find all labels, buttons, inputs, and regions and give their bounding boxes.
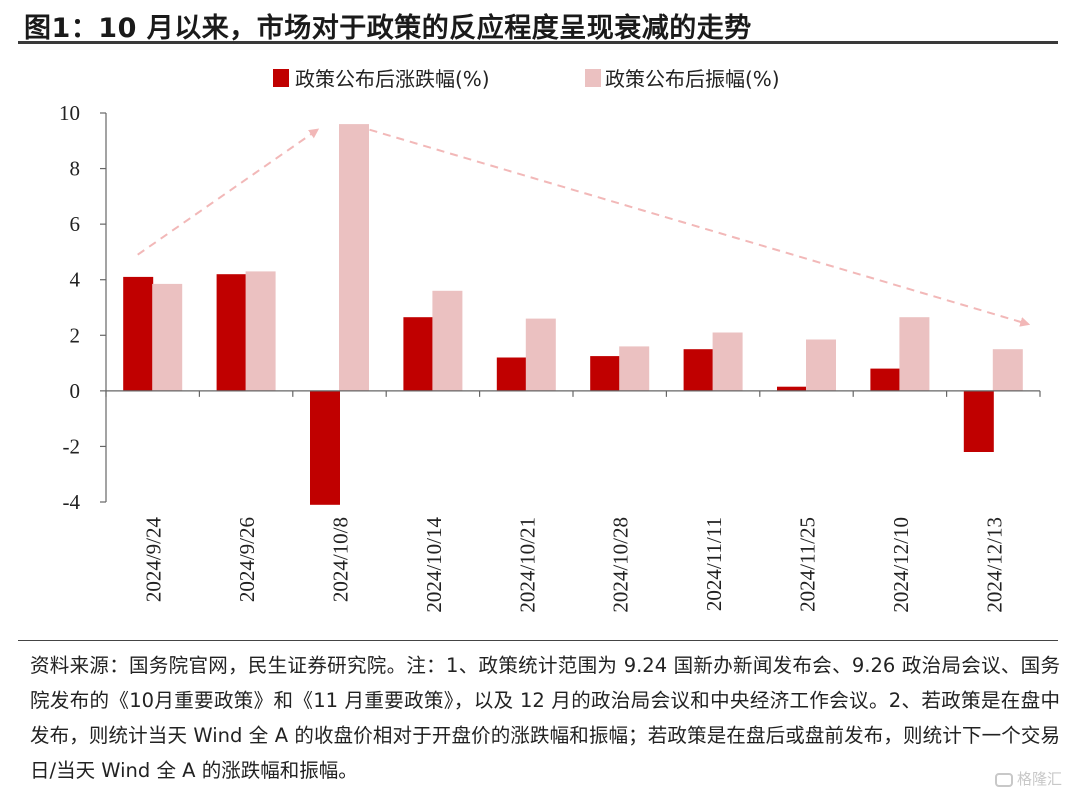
legend-swatch-amplitude — [585, 69, 601, 87]
x-tick-label: 2024/10/8 — [329, 517, 353, 602]
bar-change-8 — [777, 386, 807, 391]
bar-amplitude-8 — [806, 339, 836, 391]
y-tick-label: 6 — [70, 212, 81, 236]
x-tick-label: 2024/12/10 — [889, 517, 913, 613]
y-tick-label: -4 — [63, 490, 81, 514]
x-tick-label: 2024/10/14 — [422, 517, 446, 613]
bar-amplitude-3 — [339, 124, 369, 391]
watermark: 格隆汇 — [994, 768, 1062, 789]
trend-arrow-1 — [137, 128, 320, 256]
bar-amplitude-6 — [619, 346, 650, 391]
y-tick-label: -2 — [63, 434, 81, 458]
bar-amplitude-9 — [899, 317, 930, 391]
legend-swatch-change — [273, 69, 289, 87]
bar-change-3 — [310, 390, 340, 505]
legend-label-amplitude: 政策公布后振幅(%) — [605, 67, 780, 91]
bar-amplitude-5 — [525, 318, 556, 391]
bar-change-10 — [963, 390, 994, 452]
bar-amplitude-7 — [712, 332, 743, 391]
bar-amplitude-1 — [152, 283, 183, 391]
y-tick-label: 4 — [70, 268, 81, 292]
legend-label-change: 政策公布后涨跌幅(%) — [295, 67, 490, 91]
y-tick-label: 0 — [70, 379, 81, 403]
source-note: 资料来源：国务院官网，民生证券研究院。注：1、政策统计范围为 9.24 国新办新… — [30, 654, 1060, 782]
trend-arrow-2 — [369, 128, 1031, 327]
y-tick-label: 2 — [70, 323, 81, 347]
x-tick-label: 2024/12/13 — [982, 517, 1006, 613]
x-tick-label: 2024/10/28 — [609, 517, 633, 613]
bar-change-2 — [216, 274, 247, 391]
bar-change-9 — [870, 368, 901, 391]
figure-title: 图1：10 月以来，市场对于政策的反应程度呈现衰减的走势 — [24, 13, 752, 44]
bar-amplitude-10 — [992, 349, 1023, 391]
x-tick-label: 2024/10/21 — [515, 517, 539, 613]
watermark-text: 格隆汇 — [1016, 770, 1062, 788]
x-tick-label: 2024/11/25 — [796, 517, 820, 612]
bar-chart: -4 -2 0 2 4 6 8 10 2024/9/24 2024/9/26 2024/10/8 20… — [59, 67, 1041, 613]
bar-change-4 — [403, 317, 434, 391]
x-tick-label: 2024/11/11 — [702, 517, 726, 611]
watermark-logo-icon — [994, 773, 1013, 787]
bar-change-6 — [590, 356, 621, 391]
x-tick-label: 2024/9/26 — [235, 517, 259, 602]
x-tick-label: 2024/9/24 — [142, 517, 166, 603]
y-tick-label: 10 — [59, 101, 80, 125]
bar-amplitude-4 — [432, 290, 463, 391]
source-divider — [18, 640, 1058, 641]
bar-change-5 — [496, 357, 527, 391]
bar-change-1 — [123, 276, 154, 391]
bar-change-7 — [683, 349, 714, 391]
title-divider — [18, 41, 1058, 44]
bar-amplitude-2 — [245, 271, 276, 391]
y-tick-label: 8 — [70, 157, 81, 181]
